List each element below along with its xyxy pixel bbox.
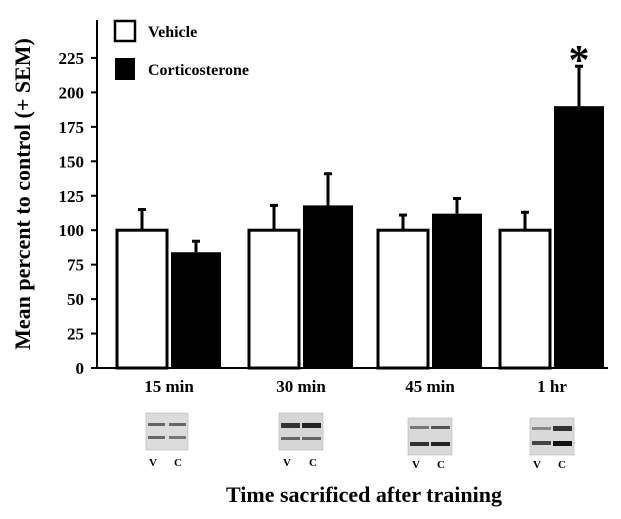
legend: Vehicle Corticosterone [113, 19, 249, 80]
x-tick-label: 30 min [276, 377, 326, 396]
western-blot-30min [278, 412, 324, 451]
y-tick-label: 0 [76, 359, 85, 378]
error-bars [138, 64, 583, 253]
western-blot-15min [145, 412, 189, 451]
lane-label-v: V [283, 457, 291, 469]
bar-vehicle-3 [498, 228, 552, 370]
y-tick-label: 125 [59, 187, 85, 206]
bar-vehicle-2 [376, 228, 430, 370]
x-tick-label: 45 min [405, 377, 455, 396]
bar-corticosterone-3 [554, 106, 604, 369]
bars [115, 106, 604, 370]
y-tick-label: 175 [59, 118, 85, 137]
lane-label-c: C [558, 459, 566, 471]
y-tick-label: 200 [59, 83, 85, 102]
y-tick-label: 75 [67, 256, 84, 275]
x-axis-title: Time sacrificed after training [226, 482, 502, 507]
legend-label-vehicle: Vehicle [148, 24, 197, 41]
legend-swatch-corticosterone [115, 58, 135, 80]
significance-asterisk: * [569, 38, 590, 84]
bar-vehicle-0 [115, 228, 169, 370]
lane-label-c: C [174, 457, 182, 469]
lane-label-v: V [533, 459, 541, 471]
x-tick-label: 15 min [144, 377, 194, 396]
lane-label-v: V [149, 457, 157, 469]
western-blot-1hr [529, 417, 575, 456]
lane-label-c: C [309, 457, 317, 469]
y-ticks: 0 25 50 75 100 125 150 175 200 225 [59, 49, 97, 378]
y-tick-label: 225 [59, 49, 85, 68]
bar-corticosterone-1 [303, 205, 353, 368]
bar-vehicle-1 [247, 228, 301, 370]
bar-corticosterone-2 [432, 213, 482, 368]
y-tick-label: 100 [59, 221, 85, 240]
lane-label-v: V [412, 459, 420, 471]
y-tick-label: 50 [67, 290, 84, 309]
y-axis-title: Mean percent to control (+ SEM) [10, 38, 35, 350]
y-tick-label: 25 [67, 325, 84, 344]
legend-label-corticosterone: Corticosterone [148, 62, 249, 79]
legend-swatch-vehicle [113, 19, 137, 43]
lane-label-c: C [437, 459, 445, 471]
western-blot-45min [407, 417, 453, 456]
x-tick-label: 1 hr [537, 377, 567, 396]
y-tick-label: 150 [59, 152, 85, 171]
bar-corticosterone-0 [171, 252, 221, 368]
